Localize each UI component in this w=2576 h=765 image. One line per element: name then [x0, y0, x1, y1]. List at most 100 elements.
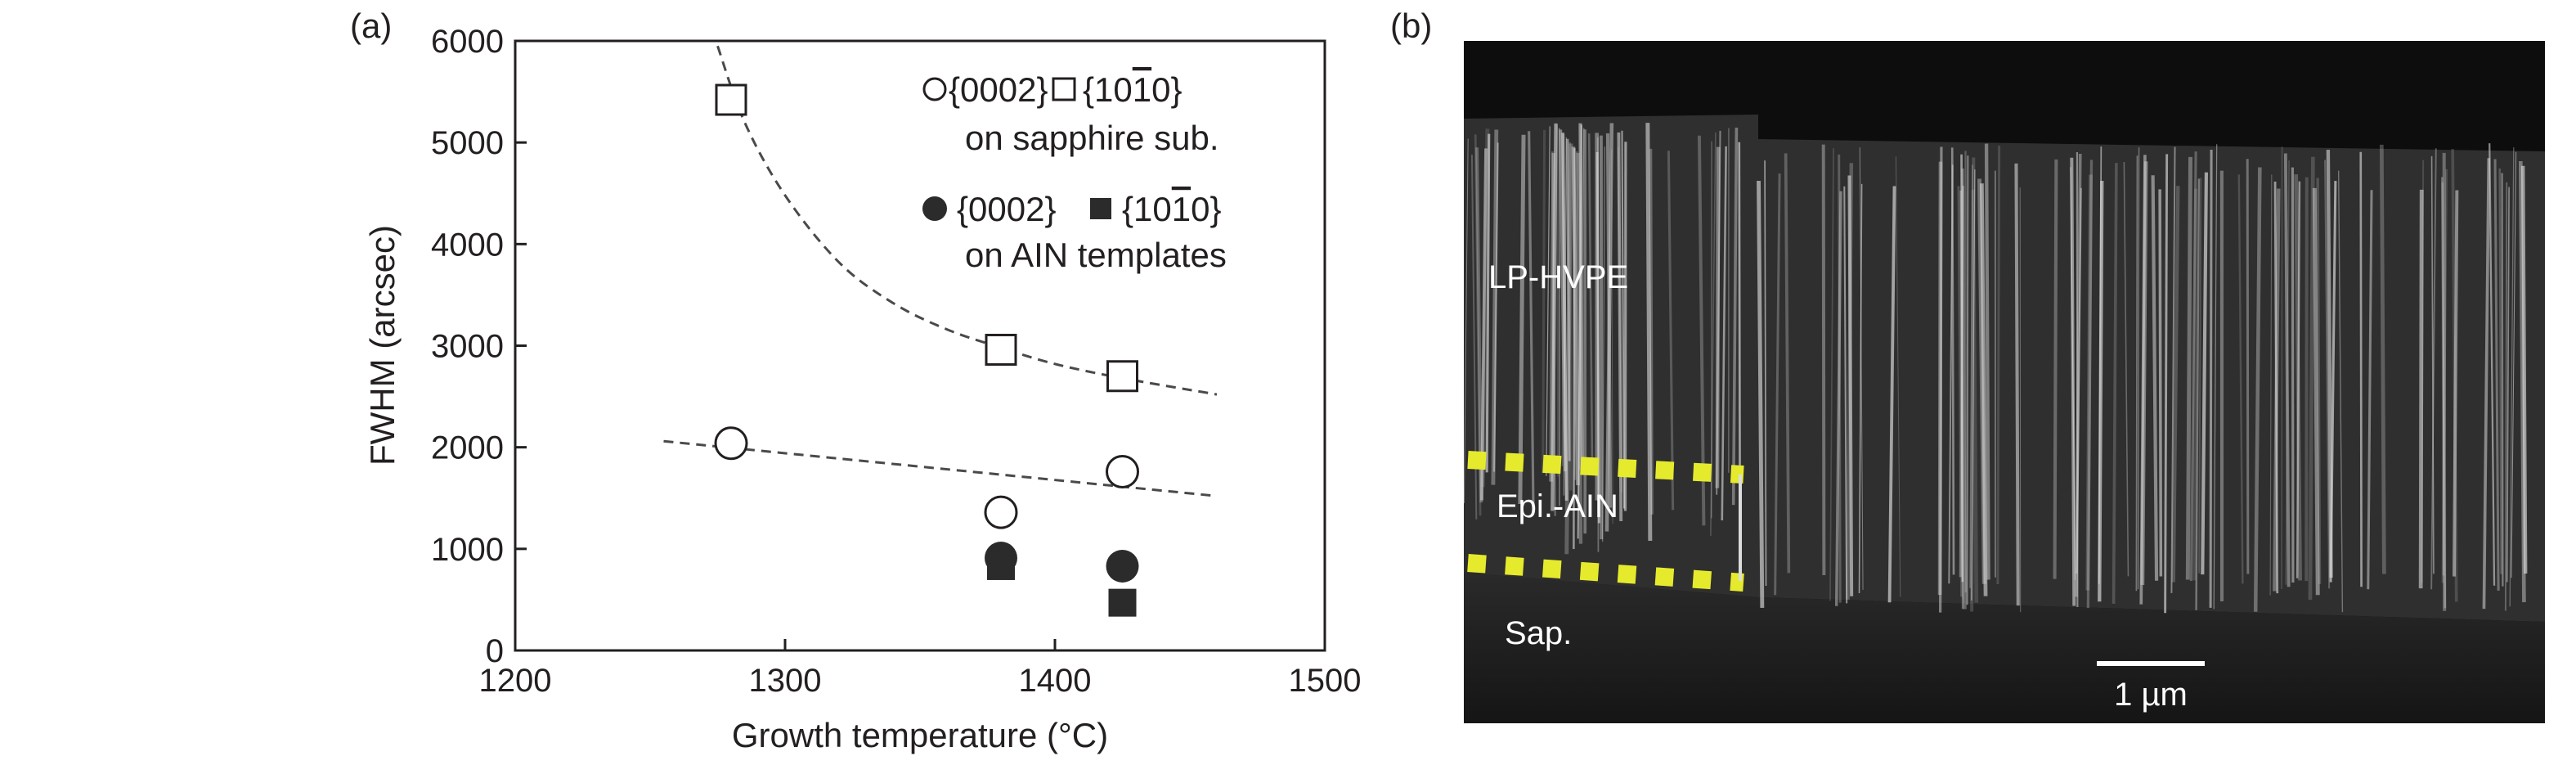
grain-striation — [2158, 189, 2163, 577]
grain-striation — [2359, 151, 2363, 587]
epi-ain-label: Epi.-AIN — [1497, 488, 1618, 524]
grain-striation — [2421, 160, 2425, 583]
grain-striation — [2192, 188, 2198, 581]
grain-striation — [2488, 143, 2496, 586]
grain-striation — [1970, 157, 1976, 612]
grain-striation — [1493, 142, 1499, 472]
grain-striation — [1485, 133, 1491, 473]
grain-striation — [1961, 168, 1967, 610]
grain-striation — [1605, 133, 1613, 508]
grain-striation — [2070, 157, 2076, 606]
grain-striation — [2493, 159, 2500, 591]
grain-striation — [2498, 168, 2502, 574]
grain-striation — [2273, 181, 2279, 594]
grain-striation — [2285, 160, 2290, 585]
grain-striation — [2171, 186, 2180, 583]
grain-striation — [2482, 158, 2491, 610]
legend-filled-circle — [922, 196, 947, 221]
grain-striation — [2085, 174, 2093, 591]
grain-striation — [2164, 154, 2169, 614]
grain-striation — [2019, 187, 2022, 613]
grain-striation — [1578, 128, 1585, 470]
grain-striation — [2441, 169, 2448, 583]
tem-micrograph: LP-HVPE Epi.-AIN Sap. 1 µm — [1464, 41, 2545, 723]
grain-striation — [1829, 148, 1834, 601]
grain-striation — [2452, 190, 2459, 577]
grain-striation — [2137, 147, 2140, 590]
grain-striation — [2308, 156, 2315, 601]
y-tick-label: 3000 — [431, 329, 504, 365]
grain-striation — [2296, 181, 2301, 578]
legend-label-1010-part2: 0} — [1151, 70, 1182, 109]
legend-label-1010-sapphire: {1010} — [1083, 70, 1183, 109]
grain-striation — [1551, 123, 1558, 511]
x-axis: 1200 1300 1400 1500 — [479, 639, 1361, 699]
grain-striation — [2253, 167, 2262, 612]
grain-striation — [2430, 148, 2437, 590]
grain-striation — [2185, 156, 2192, 580]
grain-striation — [2123, 162, 2129, 577]
grain-striation — [1721, 146, 1727, 521]
scale-bar-label: 1 µm — [2114, 677, 2188, 713]
data-point-filled-square — [1108, 588, 1137, 617]
grain-striation — [2312, 187, 2320, 596]
grain-striation — [2014, 163, 2020, 606]
grain-striation — [1555, 124, 1560, 477]
legend-label-1010-part1: {10 — [1083, 70, 1133, 109]
grain-striation — [1984, 143, 1990, 580]
y-tick-label: 6000 — [431, 24, 504, 60]
grain-striation — [1957, 186, 1963, 597]
grain-striation — [2520, 165, 2528, 574]
grain-striation — [1563, 137, 1568, 496]
grain-striation — [2273, 188, 2281, 592]
grain-striation — [1731, 127, 1739, 506]
grain-striation — [2151, 175, 2159, 581]
trend-line-fit-sapphire-10-10 — [716, 45, 1218, 396]
data-point-open-square — [715, 83, 747, 116]
legend-label-1010-templates: {1010} — [1122, 190, 1222, 228]
grain-striation — [1847, 175, 1854, 596]
grain-striation — [2367, 190, 2373, 590]
grain-striation — [1602, 146, 1605, 542]
grain-striation — [1568, 142, 1573, 491]
y-tick-label: 2000 — [431, 430, 504, 466]
legend-group-templates: {0002} {1010} on AIN templates — [922, 190, 1227, 274]
y-tick-label: 1000 — [431, 532, 504, 568]
grain-striation — [1846, 163, 1854, 600]
x-tick-label: 1200 — [479, 663, 552, 699]
grain-striation — [1948, 164, 1954, 584]
panel-a-label: (a) — [350, 7, 392, 45]
grain-striation — [1764, 160, 1767, 587]
grain-striation — [2291, 167, 2295, 583]
data-point-filled-circle — [1106, 549, 1139, 583]
legend-label-1010t-part1: {10 — [1122, 190, 1172, 228]
grain-striation — [2098, 180, 2104, 602]
legend-note-sapphire: on sapphire sub. — [965, 119, 1219, 157]
grain-striation — [1564, 143, 1573, 555]
legend-note-templates: on AIN templates — [965, 236, 1227, 274]
grain-striation — [2506, 187, 2510, 583]
data-point-open-square — [985, 333, 1017, 366]
grain-striation — [2112, 163, 2118, 604]
legend-label-1010t-part2: 0} — [1191, 190, 1221, 228]
grain-striation — [2195, 178, 2201, 610]
grain-striation — [1667, 151, 1675, 511]
legend-group-sapphire: {0002} {1010} on sapphire sub. — [922, 70, 1219, 157]
lp-hvpe-label: LP-HVPE — [1488, 259, 1628, 295]
grain-striation — [2304, 177, 2309, 582]
grain-striation — [1480, 148, 1488, 501]
grain-striation — [1715, 146, 1721, 488]
grain-striation — [1546, 126, 1551, 476]
y-axis: 0 1000 2000 3000 4000 5000 6000 — [431, 24, 527, 669]
grain-striation — [2053, 159, 2058, 579]
grain-striation — [1604, 123, 1614, 532]
columnar-striations — [1464, 123, 2528, 614]
grain-striation — [1859, 147, 1864, 590]
data-markers — [714, 83, 1139, 617]
grain-striation — [2441, 177, 2447, 609]
grain-striation — [1971, 189, 1979, 603]
grain-striation — [2198, 178, 2202, 574]
grain-striation — [1621, 130, 1626, 509]
grain-striation — [1838, 154, 1842, 603]
